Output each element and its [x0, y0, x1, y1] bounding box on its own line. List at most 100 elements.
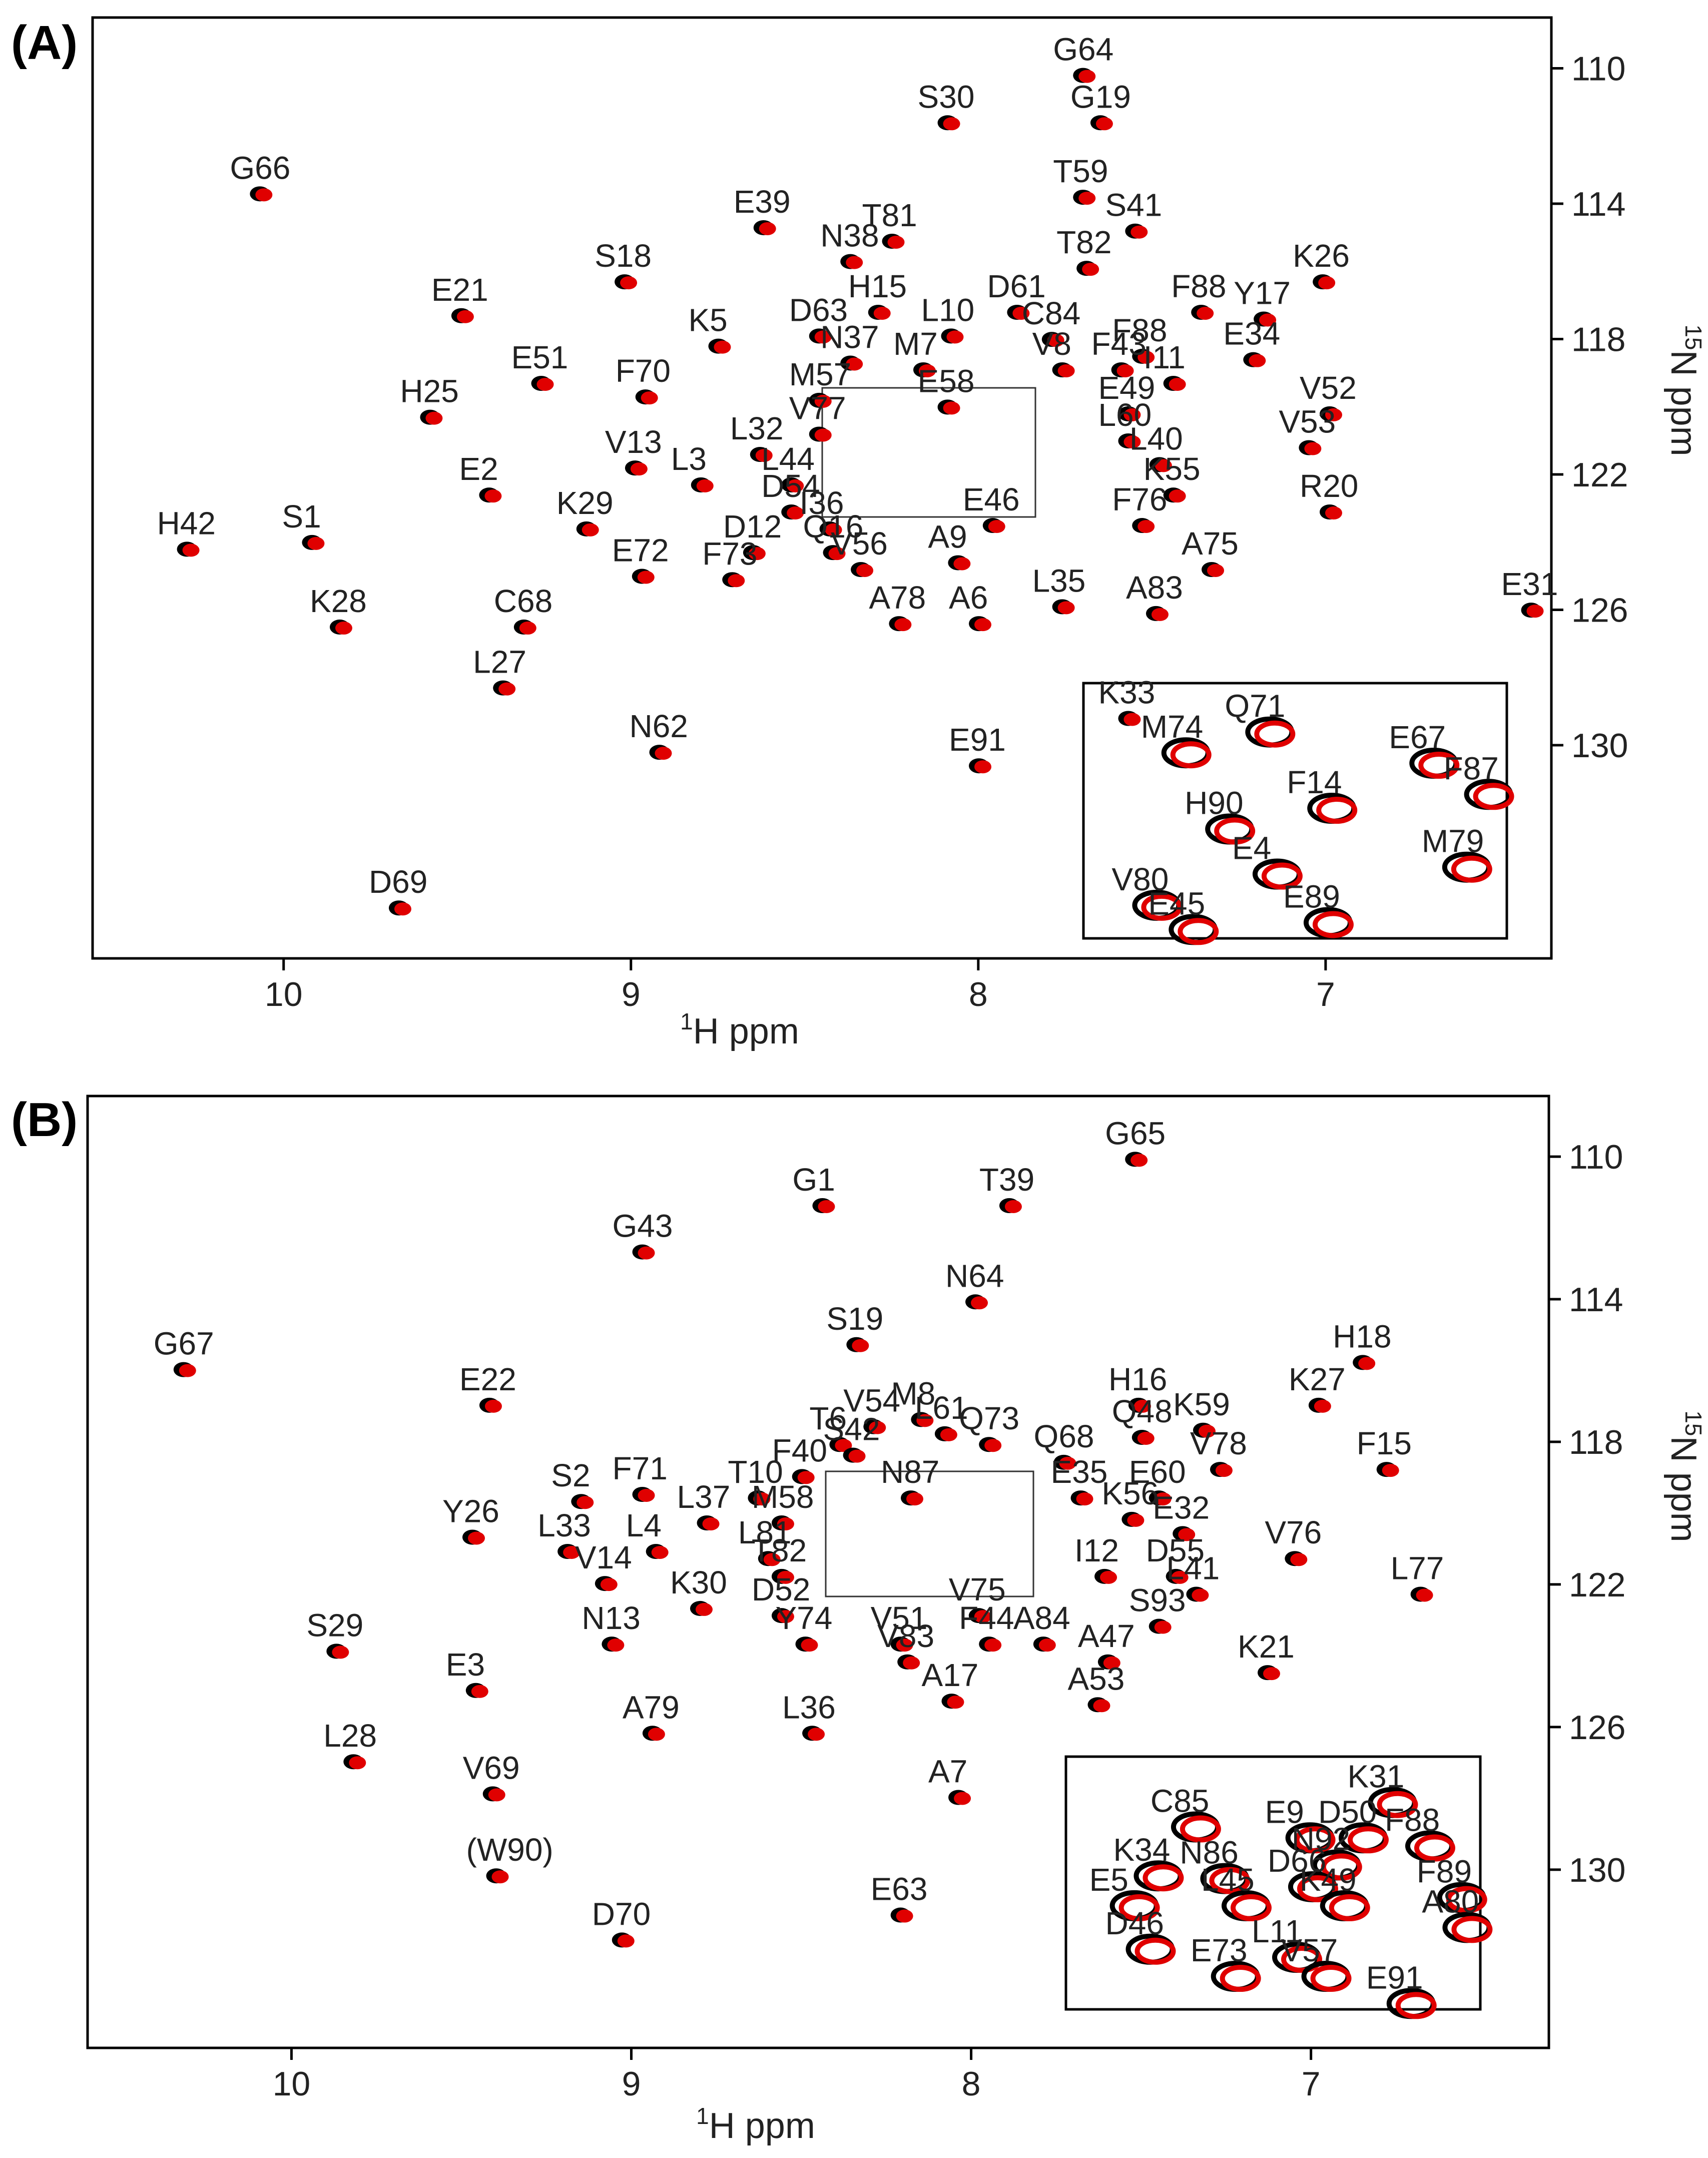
peak-label-v14: V14 — [575, 1539, 632, 1575]
peak-red-g66 — [255, 188, 273, 202]
peak-red-s93 — [1154, 1621, 1172, 1634]
y-tick-label-110: 110 — [1569, 1138, 1623, 1176]
inset-peak-red-m74 — [1170, 741, 1212, 769]
peak-label-n64: N64 — [945, 1258, 1004, 1294]
peak-red-i11 — [1169, 378, 1186, 391]
peak-label-g1: G1 — [792, 1162, 835, 1198]
y-tick-label-114: 114 — [1571, 185, 1625, 223]
peak-label-f88: F88 — [1112, 312, 1167, 348]
inset-label-k31: K31 — [1347, 1759, 1404, 1795]
peak-label-r20: R20 — [1300, 468, 1358, 504]
y-tick-label-126: 126 — [1571, 591, 1628, 629]
peak-label-l28: L28 — [323, 1718, 377, 1754]
peak-red-v8 — [1057, 364, 1075, 377]
peak-label-l32: L32 — [730, 410, 784, 446]
peak-label-k27: K27 — [1289, 1361, 1346, 1397]
panel-b-zoom-inset — [1064, 1755, 1482, 2011]
peak-label-k21: K21 — [1238, 1629, 1295, 1665]
peak-red-m8 — [916, 1414, 934, 1427]
inset-peak-red-k31 — [1377, 1791, 1418, 1818]
peak-label-g64: G64 — [1053, 32, 1113, 68]
peak-red-q68 — [1059, 1456, 1076, 1470]
peak-label-a6: A6 — [949, 580, 988, 616]
panel-a-x-axis-title: 1H ppm — [680, 1008, 799, 1051]
peak-label-e39: E39 — [734, 184, 791, 220]
panel-b-label: (B) — [11, 1093, 78, 1147]
inset-label-a80: A80 — [1422, 1883, 1479, 1919]
peak-red-a78 — [894, 618, 912, 632]
inset-peak-red-e9 — [1294, 1826, 1336, 1854]
peak-red-t81 — [887, 235, 905, 249]
peak-red-s42 — [848, 1449, 866, 1463]
peak-label-f40: F40 — [772, 1432, 827, 1468]
peak-label-e32: E32 — [1153, 1489, 1210, 1525]
peak-label-s29: S29 — [306, 1607, 363, 1643]
peak-red-l60 — [1123, 435, 1141, 448]
peak-label-f44: F44 — [959, 1600, 1014, 1636]
peak-label-d55: D55 — [1146, 1532, 1205, 1568]
x-tick-label-9: 9 — [622, 2065, 641, 2103]
x-tick-label-7: 7 — [1302, 2065, 1321, 2103]
peak-label-k59: K59 — [1173, 1386, 1230, 1422]
peak-label-v51: V51 — [871, 1600, 928, 1636]
peak-red-v52 — [1325, 408, 1342, 421]
x-tick-label-7: 7 — [1316, 975, 1335, 1013]
peak-label-l81: L81 — [738, 1514, 792, 1550]
peak-label-i11: I11 — [1144, 339, 1186, 375]
peak-label-d63: D63 — [789, 292, 848, 328]
peak-label-a17: A17 — [921, 1657, 978, 1693]
peak-label-s42: S42 — [823, 1411, 880, 1447]
peak-label-l4: L4 — [626, 1507, 662, 1543]
peak-red-f88 — [1137, 350, 1155, 364]
panel-a-label: (A) — [11, 16, 78, 70]
peak-red-v14 — [600, 1578, 618, 1591]
panel-b-zoom-region-box — [825, 1470, 1034, 1597]
peak-red-a84 — [1038, 1639, 1056, 1652]
peak-label-s2: S2 — [551, 1457, 590, 1493]
peak-red-a53 — [1093, 1699, 1110, 1713]
inset-peak-red-n86 — [1209, 1867, 1251, 1894]
peak-label-k28: K28 — [310, 583, 367, 619]
inset-peak-red-d50 — [1347, 1826, 1389, 1854]
peak-red-n38 — [846, 256, 863, 269]
peak-red-f73 — [728, 574, 745, 588]
peak-label-n13: N13 — [582, 1600, 640, 1636]
inset-peak-red-l45 — [1230, 1894, 1272, 1921]
peak-red-l28 — [349, 1756, 366, 1770]
peak-red-a47 — [1103, 1656, 1120, 1670]
peak-red-a83 — [1151, 608, 1169, 621]
inset-peak-red-a80 — [1451, 1916, 1493, 1943]
peak-red-l81 — [763, 1553, 781, 1566]
inset-peak-red-f89 — [1446, 1886, 1487, 1913]
peak-red-s29 — [332, 1646, 349, 1659]
inset-label-e45: E45 — [1148, 885, 1205, 921]
inset-peak-red-f87 — [1473, 783, 1514, 810]
peak-red-v53 — [1304, 442, 1322, 455]
peak-label-e60: E60 — [1129, 1454, 1186, 1490]
peak-label-h25: H25 — [400, 373, 458, 409]
panel-a-axis-ticks: 10 9 8 7 110 114 118 122 126 130 — [265, 50, 1628, 1013]
peak-label-l61: L61 — [915, 1390, 968, 1426]
peak-label-g67: G67 — [154, 1326, 214, 1362]
peak-label-v8: V8 — [1032, 326, 1071, 362]
inset-peak-red-e5 — [1118, 1894, 1160, 1921]
peak-label-i36: I36 — [800, 485, 844, 521]
peak-red-t39 — [1004, 1200, 1022, 1213]
inset-peak-red-n92 — [1321, 1853, 1362, 1881]
panel-b-axis-ticks: 10 9 8 7 110 114 118 122 126 130 — [273, 1138, 1626, 2103]
peak-red-d70 — [617, 1934, 635, 1948]
peak-red-g65 — [1130, 1154, 1148, 1167]
peak-label-m8: M8 — [891, 1375, 935, 1411]
inset-label-k34: K34 — [1113, 1832, 1170, 1868]
peak-label-l27: L27 — [473, 644, 526, 680]
peak-label-m7: M7 — [893, 326, 938, 362]
peak-label-h42: H42 — [157, 505, 216, 541]
peak-label-q73: Q73 — [959, 1400, 1019, 1436]
peak-red-l61 — [940, 1428, 957, 1441]
peak-red-y74 — [801, 1639, 818, 1652]
inset-label-m74: M74 — [1141, 709, 1204, 745]
peak-red-t82 — [777, 1570, 794, 1584]
peak-label-t82: T82 — [1056, 224, 1111, 260]
